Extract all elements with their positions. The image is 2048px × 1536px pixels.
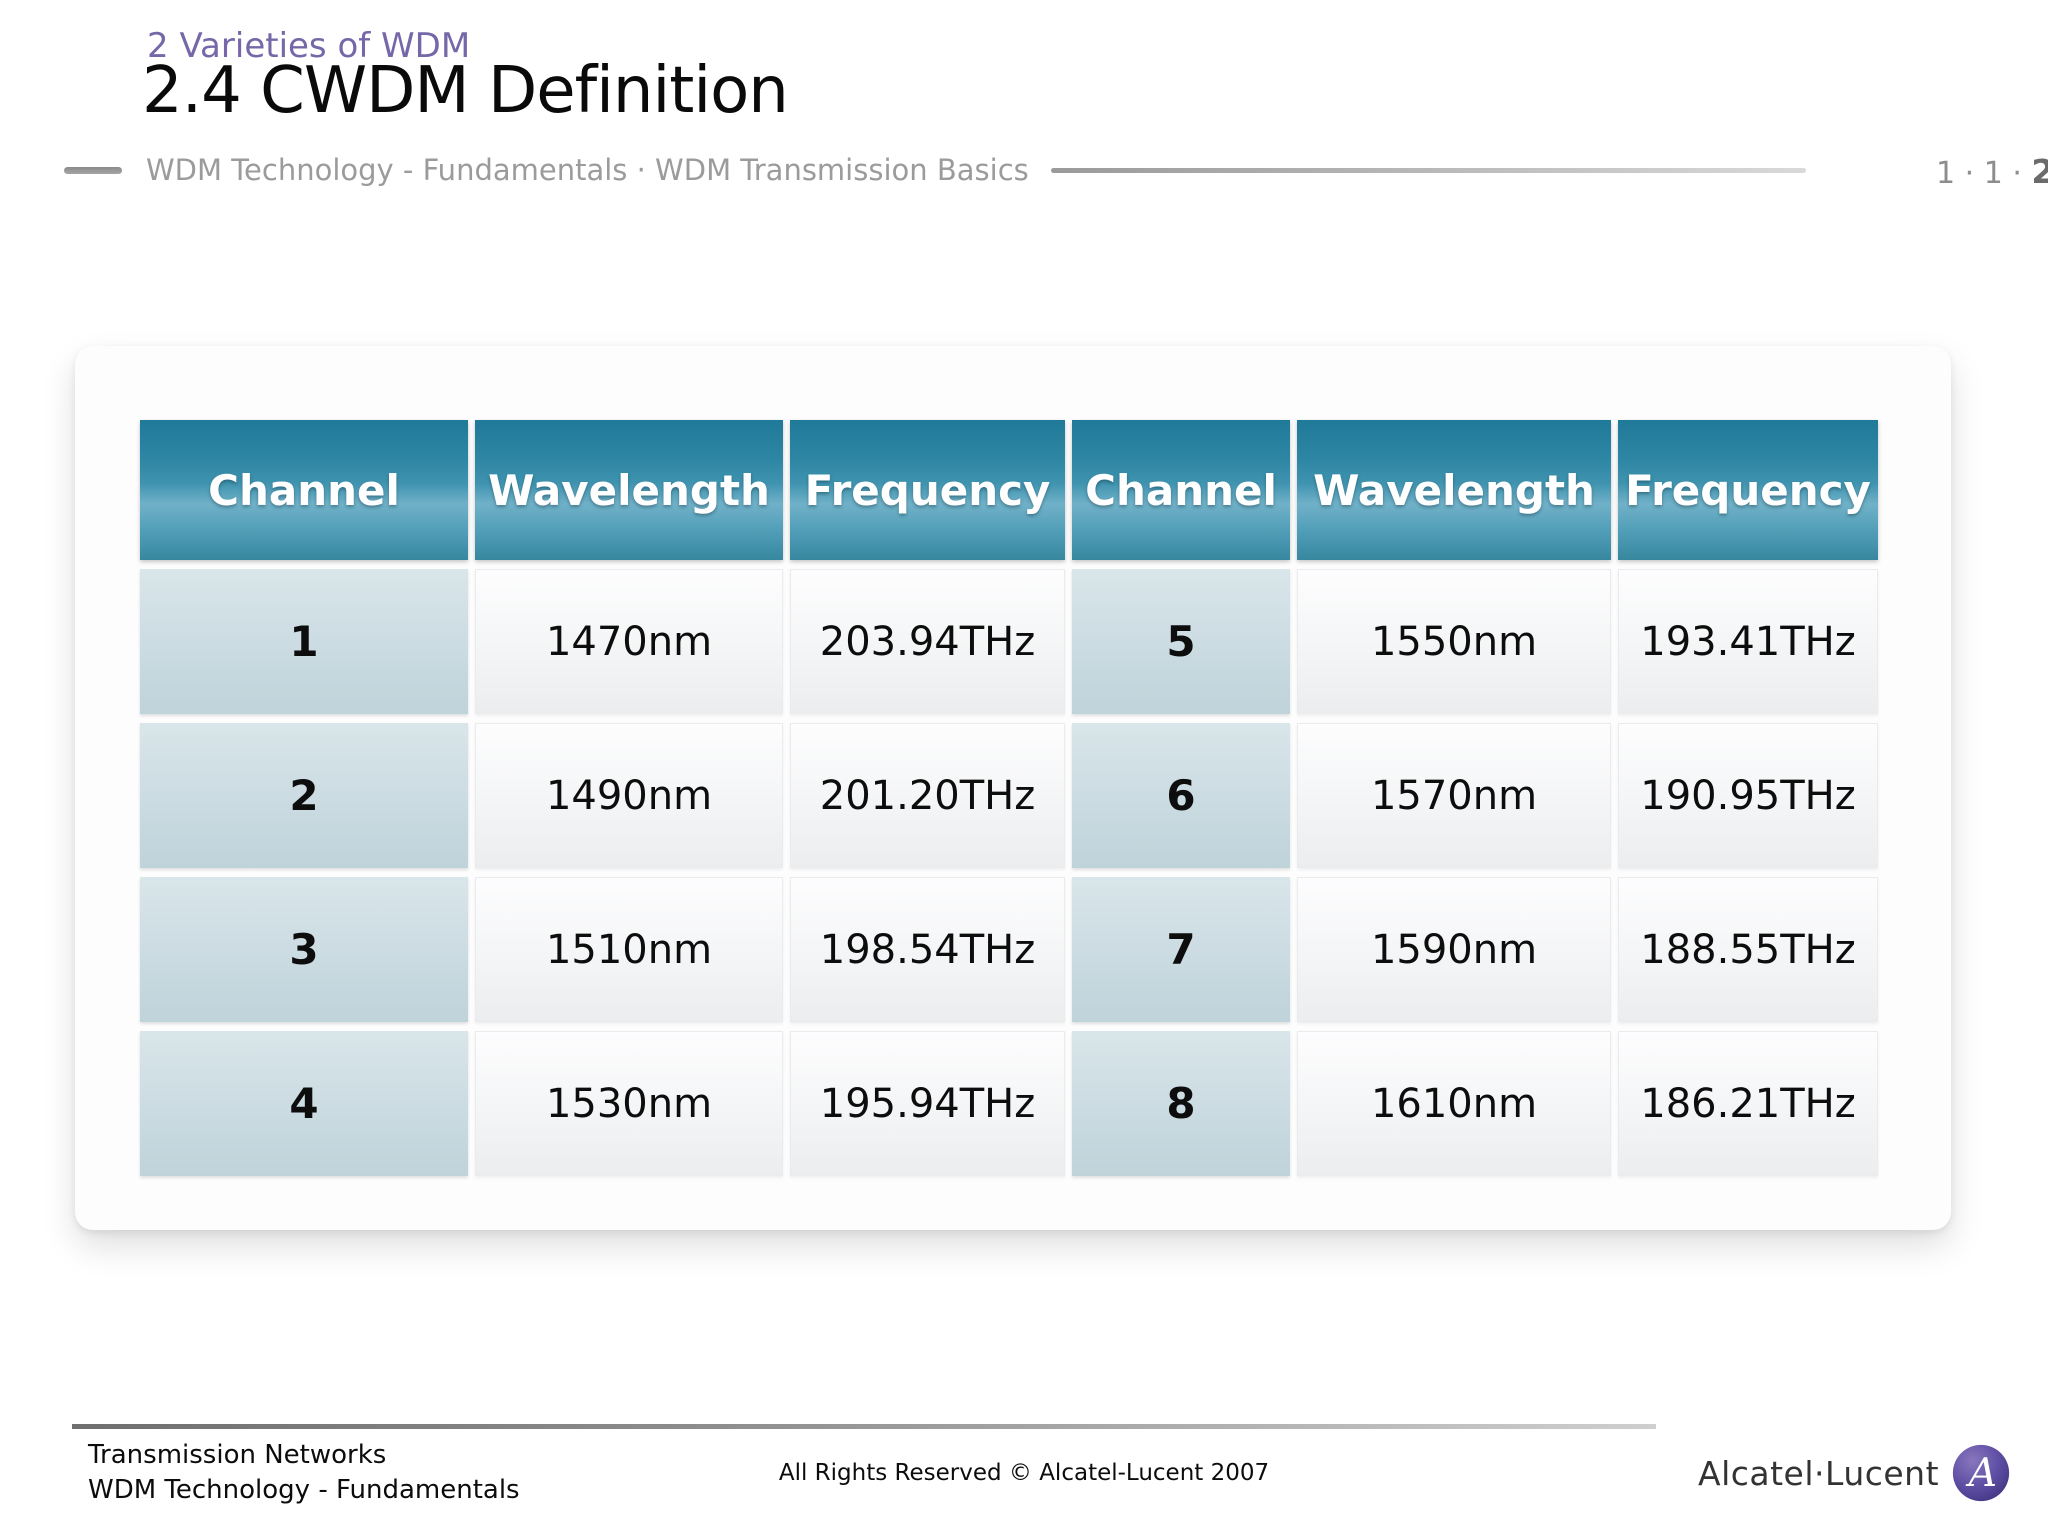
breadcrumb-dash [64,166,122,174]
footer-course-subtitle: WDM Technology - Fundamentals [88,1475,520,1505]
channel-cell: 8 [1072,1031,1290,1176]
wavelength-cell: 1610nm [1297,1031,1611,1176]
footer-copyright: All Rights Reserved © Alcatel-Lucent 200… [778,1460,1270,1486]
wavelength-cell: 1550nm [1297,569,1611,714]
column-header-wavelength: Wavelength [475,420,783,560]
frequency-cell: 190.95THz [1618,723,1878,868]
frequency-cell: 193.41THz [1618,569,1878,714]
wavelength-cell: 1570nm [1297,723,1611,868]
cwdm-table: Channel Wavelength Frequency Channel Wav… [140,420,1878,1176]
page-title: 2.4 CWDM Definition [142,54,789,128]
page-number-current: 22 [2031,152,2048,191]
frequency-cell: 203.94THz [790,569,1065,714]
frequency-cell: 195.94THz [790,1031,1065,1176]
wavelength-cell: 1490nm [475,723,783,868]
frequency-cell: 198.54THz [790,877,1065,1022]
frequency-cell: 188.55THz [1618,877,1878,1022]
column-header-channel: Channel [1072,420,1290,560]
wavelength-cell: 1470nm [475,569,783,714]
channel-cell: 2 [140,723,468,868]
breadcrumb-row: WDM Technology - Fundamentals · WDM Tran… [64,150,1806,190]
column-header-frequency: Frequency [790,420,1065,560]
logo-mark-letter: A [1966,1450,1997,1496]
footer-rule [72,1424,1656,1429]
alcatel-lucent-logo: Alcatel·Lucent A [1698,1438,2011,1508]
wavelength-cell: 1530nm [475,1031,783,1176]
channel-cell: 1 [140,569,468,714]
channel-cell: 3 [140,877,468,1022]
alcatel-lucent-logo-text: Alcatel·Lucent [1698,1453,1940,1493]
wavelength-cell: 1510nm [475,877,783,1022]
frequency-cell: 186.21THz [1618,1031,1878,1176]
breadcrumb-rule [1050,167,1806,173]
slide-eyebrow: 2 Varieties of WDM [147,26,471,66]
channel-cell: 5 [1072,569,1290,714]
breadcrumb: WDM Technology - Fundamentals · WDM Tran… [146,153,1029,187]
channel-cell: 4 [140,1031,468,1176]
footer-course-title: Transmission Networks [88,1440,387,1470]
wavelength-cell: 1590nm [1297,877,1611,1022]
column-header-wavelength: Wavelength [1297,420,1611,560]
channel-cell: 6 [1072,723,1290,868]
page-number-prefix: 1 · 1 · [1936,156,2032,191]
page-number: 1 · 1 · 22 [1936,152,2048,191]
column-header-channel: Channel [140,420,468,560]
alcatel-lucent-logo-icon: A [1952,1444,2010,1502]
frequency-cell: 201.20THz [790,723,1065,868]
column-header-frequency: Frequency [1618,420,1878,560]
footer-left: Transmission Networks WDM Technology - F… [88,1438,520,1508]
channel-cell: 7 [1072,877,1290,1022]
